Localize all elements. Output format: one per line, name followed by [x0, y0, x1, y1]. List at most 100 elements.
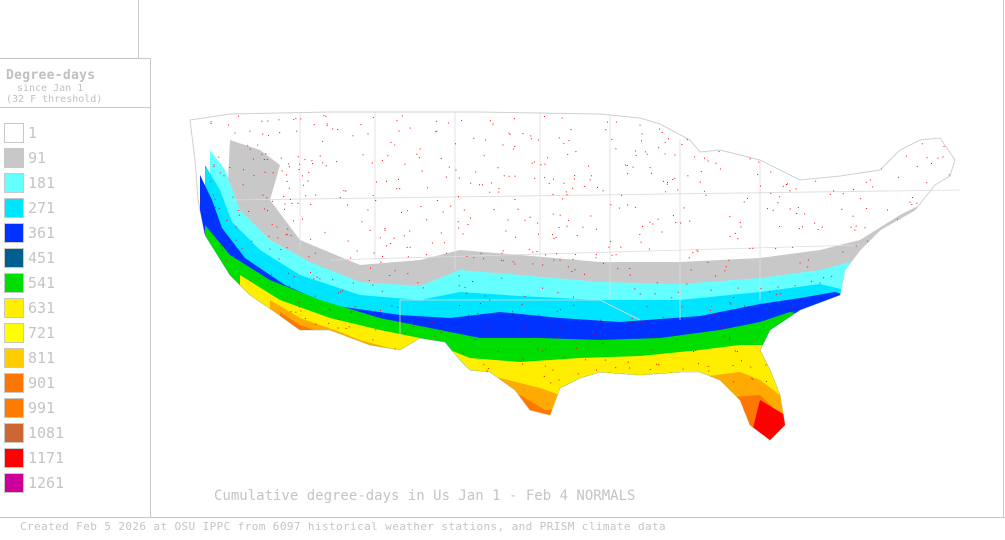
station-dot — [215, 221, 217, 223]
station-dot — [572, 187, 574, 189]
station-dot — [610, 204, 612, 206]
station-dot — [714, 314, 716, 316]
station-dot — [235, 226, 237, 228]
station-dot — [821, 380, 823, 382]
station-dot — [289, 198, 291, 200]
station-dot — [214, 206, 216, 208]
station-dot — [275, 350, 277, 352]
station-dot — [269, 248, 271, 250]
station-dot — [604, 359, 606, 361]
station-dot — [792, 246, 794, 248]
station-dot — [352, 135, 354, 137]
station-dot — [658, 364, 660, 366]
station-dot — [602, 339, 604, 341]
station-dot — [556, 253, 558, 255]
station-dot — [266, 197, 268, 199]
station-dot — [700, 125, 701, 127]
station-dot — [867, 240, 869, 242]
station-dot — [537, 348, 539, 350]
legend: Degree-days since Jan 1 (32 F threshold)… — [0, 58, 150, 518]
station-dot — [734, 232, 736, 234]
station-dot — [376, 360, 378, 362]
station-dot — [427, 187, 429, 189]
station-dot — [232, 196, 234, 198]
station-dot — [238, 214, 240, 216]
station-dot — [707, 365, 709, 367]
station-dot — [502, 260, 504, 262]
legend-value: 1 — [28, 123, 38, 142]
station-dot — [489, 299, 491, 301]
legend-item: 901 — [4, 370, 64, 395]
legend-item: 541 — [4, 270, 64, 295]
station-dot — [602, 190, 604, 192]
station-dot — [807, 317, 809, 319]
station-dot — [644, 151, 646, 153]
station-dot — [683, 207, 685, 209]
station-dot — [431, 242, 433, 244]
station-dot — [570, 129, 572, 131]
station-dot — [507, 219, 509, 221]
station-dot — [804, 150, 805, 152]
station-dot — [826, 316, 828, 318]
station-dot — [298, 301, 300, 303]
station-dot — [897, 218, 898, 220]
station-dot — [879, 331, 881, 333]
station-dot — [290, 311, 292, 313]
station-dot — [729, 302, 731, 304]
station-dot — [326, 338, 328, 340]
station-dot — [462, 352, 464, 354]
legend-value: 361 — [28, 223, 56, 242]
station-dot — [534, 177, 536, 179]
station-dot — [300, 118, 302, 120]
station-dot — [764, 149, 766, 151]
station-dot — [217, 339, 219, 341]
station-dot — [551, 234, 553, 235]
station-dot — [428, 322, 430, 324]
station-dot — [311, 363, 313, 365]
station-dot — [687, 175, 689, 177]
legend-list: 1 91 181 271 361 451 541 631 721 811 901 991 1081 117… — [4, 120, 64, 495]
legend-swatch — [4, 147, 24, 168]
station-dot — [912, 319, 914, 321]
station-dot — [293, 329, 295, 331]
station-dot — [431, 322, 433, 324]
station-dot — [812, 167, 814, 169]
legend-swatch — [4, 122, 24, 143]
station-dot — [314, 295, 316, 297]
station-dot — [342, 290, 344, 292]
legend-divider — [0, 107, 150, 108]
station-dot — [341, 375, 343, 377]
station-dot — [512, 311, 513, 313]
station-dot — [267, 382, 269, 384]
station-dot — [639, 234, 641, 236]
station-dot — [817, 229, 819, 230]
station-dot — [637, 323, 639, 325]
legend-value: 541 — [28, 273, 56, 292]
station-dot — [797, 323, 798, 325]
station-dot — [200, 200, 202, 201]
station-dot — [563, 182, 565, 184]
station-dot — [361, 221, 363, 223]
station-dot — [883, 115, 885, 117]
station-dot — [460, 378, 462, 380]
station-dot — [273, 312, 275, 314]
station-dot — [340, 291, 341, 293]
station-dot — [729, 338, 730, 340]
station-dot — [381, 290, 383, 292]
station-dot — [920, 351, 922, 353]
station-dot — [396, 188, 398, 190]
station-dot — [489, 120, 491, 122]
station-dot — [232, 327, 234, 329]
station-dot — [634, 288, 636, 290]
station-dot — [268, 235, 270, 237]
station-dot — [558, 137, 560, 139]
station-dot — [398, 178, 399, 180]
station-dot — [389, 275, 391, 276]
station-dot — [264, 208, 266, 210]
station-dot — [453, 366, 455, 368]
station-dot — [559, 325, 561, 327]
station-dot — [875, 143, 877, 145]
station-dot — [664, 141, 666, 143]
station-dot — [288, 163, 290, 165]
station-dot — [244, 352, 245, 354]
